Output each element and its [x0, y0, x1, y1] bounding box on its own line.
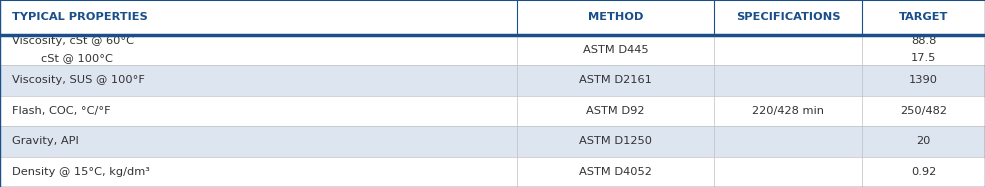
Text: ASTM D1250: ASTM D1250 — [579, 136, 652, 146]
Text: METHOD: METHOD — [588, 12, 643, 22]
Text: 88.8: 88.8 — [911, 36, 936, 46]
Text: ASTM D4052: ASTM D4052 — [579, 167, 652, 177]
Text: TARGET: TARGET — [898, 12, 949, 22]
Text: ASTM D445: ASTM D445 — [583, 45, 648, 55]
Bar — [0, 157, 985, 187]
Text: cSt @ 100°C: cSt @ 100°C — [12, 53, 112, 63]
Text: 20: 20 — [916, 136, 931, 146]
Text: ASTM D92: ASTM D92 — [586, 106, 645, 116]
Text: Viscosity, cSt @ 60°C: Viscosity, cSt @ 60°C — [12, 36, 134, 46]
Text: Viscosity, SUS @ 100°F: Viscosity, SUS @ 100°F — [12, 75, 145, 85]
Text: 0.92: 0.92 — [911, 167, 936, 177]
Text: 220/428 min: 220/428 min — [752, 106, 824, 116]
Text: ASTM D2161: ASTM D2161 — [579, 75, 652, 85]
Bar — [0, 65, 985, 96]
Text: 250/482: 250/482 — [900, 106, 947, 116]
Text: 1390: 1390 — [909, 75, 938, 85]
Text: Flash, COC, °C/°F: Flash, COC, °C/°F — [12, 106, 110, 116]
Text: Gravity, API: Gravity, API — [12, 136, 79, 146]
Bar — [0, 96, 985, 126]
Bar — [0, 126, 985, 157]
Text: Density @ 15°C, kg/dm³: Density @ 15°C, kg/dm³ — [12, 167, 150, 177]
Bar — [0, 0, 985, 35]
Text: 17.5: 17.5 — [911, 53, 936, 63]
Bar — [0, 35, 985, 65]
Text: TYPICAL PROPERTIES: TYPICAL PROPERTIES — [12, 12, 148, 22]
Text: SPECIFICATIONS: SPECIFICATIONS — [736, 12, 840, 22]
